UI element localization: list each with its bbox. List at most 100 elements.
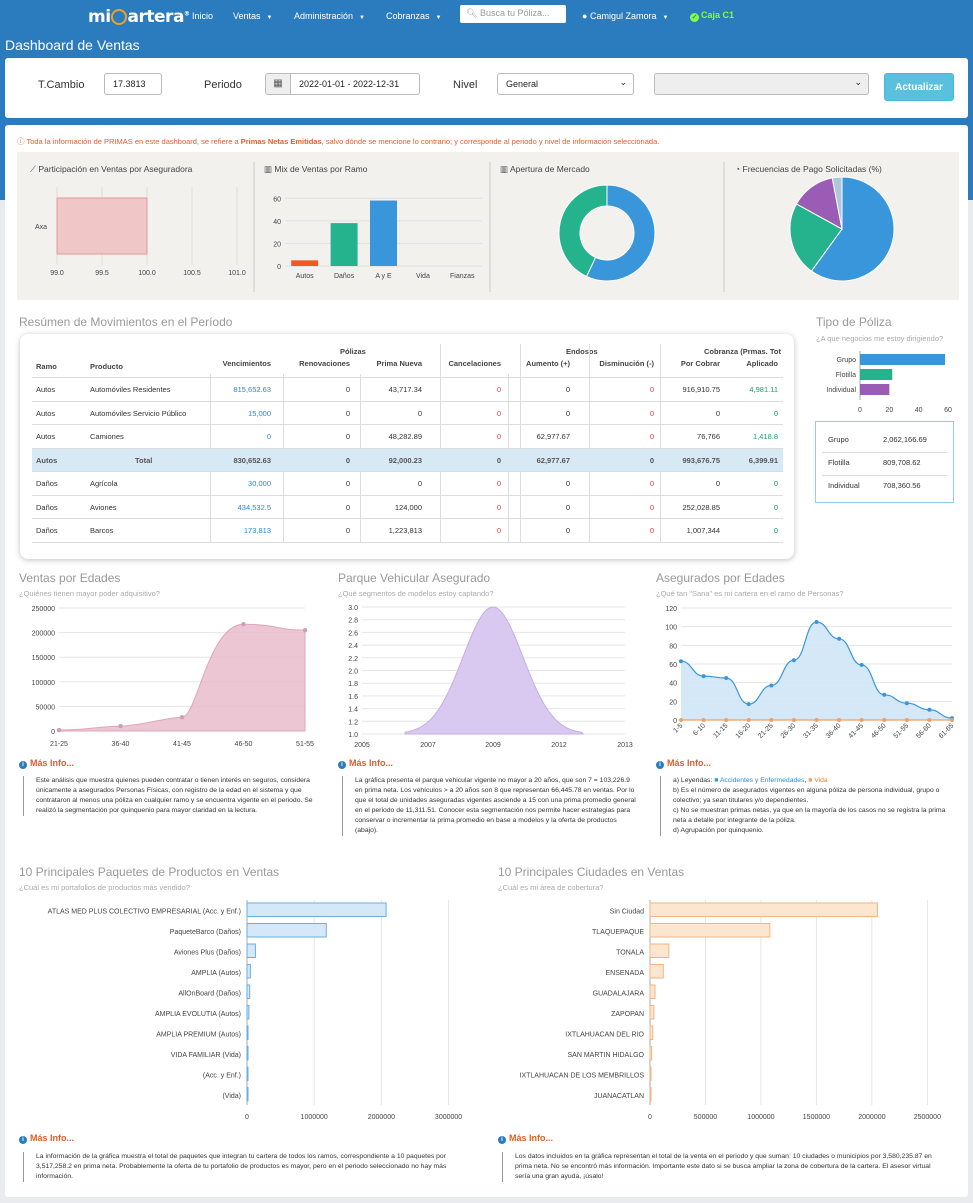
nav-cobranzas[interactable]: Cobranzas ▼ bbox=[386, 11, 442, 21]
column-header: Producto bbox=[90, 362, 123, 371]
table-cell: 0 bbox=[496, 408, 501, 418]
y-tick-label: Grupo bbox=[837, 357, 857, 364]
x-tick-label: 2000000 bbox=[858, 1114, 885, 1121]
apertura-title: ▥ Apertura de Mercado bbox=[500, 164, 590, 174]
x-tick-label: 100.0 bbox=[138, 270, 156, 277]
y-tick-label: TLAQUEPAQUE bbox=[592, 929, 644, 936]
tipo-summary-value: 708,360.56 bbox=[883, 481, 921, 490]
info-icon: i bbox=[498, 1136, 506, 1144]
nivel-select[interactable]: General ⌄ bbox=[497, 73, 634, 95]
nivel2-select[interactable]: ⌄ bbox=[654, 73, 869, 95]
tipo-summary-label: Flotilla bbox=[828, 458, 850, 467]
masinfo-edades[interactable]: i Más Info... bbox=[19, 758, 74, 769]
y-tick-label: Sin Ciudad bbox=[610, 908, 644, 915]
chevron-down-icon: ⌄ bbox=[854, 77, 862, 87]
tipo-poliza-subtitle: ¿A que negocios me estoy dirigiendo? bbox=[816, 334, 944, 343]
table-cell: Daños bbox=[36, 526, 58, 535]
y-tick-label: 50000 bbox=[36, 704, 56, 711]
bar-8 bbox=[246, 1066, 249, 1081]
table-cell: 993,676.75 bbox=[682, 455, 720, 465]
data-point bbox=[241, 622, 246, 627]
y-tick-label: 20 bbox=[669, 699, 677, 706]
tipo-summary-value: 809,708.62 bbox=[883, 458, 921, 467]
x-tick-label: 500000 bbox=[694, 1114, 717, 1121]
y-tick-label: 100000 bbox=[32, 680, 55, 687]
bar-1 bbox=[649, 923, 771, 938]
ciudades-title: 10 Principales Ciudades en Ventas bbox=[498, 865, 685, 879]
table-cell: 0 bbox=[496, 526, 501, 535]
info-icon: i bbox=[19, 1136, 27, 1144]
y-tick-label: (Acc. y Enf.) bbox=[203, 1072, 241, 1079]
table-cell: 0 bbox=[496, 479, 501, 488]
user-icon: ● bbox=[582, 11, 588, 21]
masinfo-paquetes[interactable]: i Más Info... bbox=[19, 1133, 74, 1144]
nav-administracion[interactable]: Administración ▼ bbox=[294, 11, 365, 21]
table-cell: 0 bbox=[649, 502, 654, 512]
x-tick-label: 40 bbox=[915, 407, 923, 414]
column-header: Cancelaciones bbox=[448, 359, 501, 368]
edades-chart: 0 50000 100000 150000 200000 250000 21-25 36-40… bbox=[32, 606, 314, 748]
table-cell: 0 bbox=[417, 408, 422, 418]
top-navbar: mi artera® Inicio Ventas ▼ Administración ▼… bbox=[0, 0, 973, 32]
table-cell: 62,977.67 bbox=[536, 455, 570, 465]
table-cell: 0 bbox=[715, 408, 720, 418]
bar-chart-icon: ▥ bbox=[500, 164, 509, 174]
update-button[interactable]: Actualizar bbox=[884, 73, 954, 101]
nivel-label: Nivel bbox=[453, 79, 478, 91]
table-cell: Agrícola bbox=[90, 479, 118, 488]
table-cell: 0 bbox=[496, 502, 501, 512]
data-point bbox=[701, 674, 706, 679]
brand-logo[interactable]: mi artera® bbox=[88, 7, 190, 27]
table-cell: Autos bbox=[36, 408, 56, 418]
info-ciudades: Los datos incluidos en la gráfica repres… bbox=[502, 1152, 942, 1182]
table-cell: 0 bbox=[345, 502, 350, 512]
check-icon: ✓ bbox=[690, 13, 699, 22]
user-menu[interactable]: ● Camigul Zamora ▼ bbox=[582, 11, 669, 21]
y-tick-label: IXTLAHUACAN DE LOS MEMBRILLOS bbox=[520, 1072, 645, 1079]
table-cell: 252,028.85 bbox=[682, 502, 720, 512]
caja-status[interactable]: ✓ Caja C1 bbox=[690, 10, 735, 22]
x-tick-label: 26-30 bbox=[780, 722, 798, 740]
x-tick-label: Fianzas bbox=[450, 273, 475, 280]
calendar-icon[interactable]: ▦ bbox=[265, 73, 291, 95]
search-input[interactable]: 🔍︎ Busca tu Póliza... bbox=[460, 5, 566, 23]
x-tick-label: 51-55 bbox=[296, 741, 314, 748]
bar-6 bbox=[649, 1025, 654, 1040]
y-tick-label: Individual bbox=[826, 387, 856, 394]
bar-4 bbox=[649, 984, 656, 999]
data-point-vida bbox=[701, 718, 706, 722]
x-tick-label: 2009 bbox=[485, 742, 501, 749]
y-tick-label: AllOnBoard (Daños) bbox=[178, 990, 241, 997]
table-cell: 916,910.75 bbox=[682, 385, 720, 394]
table-cell: 0 bbox=[649, 526, 654, 535]
bar-0 bbox=[649, 902, 878, 917]
x-tick-label: 46-50 bbox=[235, 741, 253, 748]
masinfo-asegurados[interactable]: i Más Info... bbox=[656, 758, 711, 769]
x-tick-label: 51-55 bbox=[893, 722, 911, 740]
table-cell: 0 bbox=[565, 479, 570, 488]
masinfo-ciudades[interactable]: i Más Info... bbox=[498, 1133, 553, 1144]
x-tick-label: 1000000 bbox=[301, 1114, 328, 1121]
data-point bbox=[859, 662, 864, 667]
table-cell: Automóviles Residentes bbox=[90, 385, 171, 394]
table-cell: 0 bbox=[266, 432, 271, 441]
y-tick-label: Aviones Plus (Daños) bbox=[174, 949, 241, 956]
nav-inicio[interactable]: Inicio bbox=[192, 11, 214, 21]
y-tick-label: 40 bbox=[273, 219, 281, 226]
tipo-poliza-summary: Grupo 2,062,166.69 Flotilla 809,708.62 Indiv… bbox=[815, 421, 954, 503]
table-cell: Automóviles Servicio Público bbox=[90, 408, 187, 418]
resumen-table: Pólizas Endosos Cobranza (Prmas. Tot Ramo Pr… bbox=[20, 334, 794, 559]
table-cell: 43,717.34 bbox=[388, 385, 422, 394]
bar-5 bbox=[649, 1005, 655, 1020]
nav-ventas[interactable]: Ventas ▼ bbox=[233, 11, 273, 21]
bar-3 bbox=[246, 964, 251, 979]
table-cell: 0 bbox=[345, 432, 350, 441]
data-point bbox=[118, 723, 123, 729]
tcambio-input[interactable]: 17.3813 bbox=[104, 73, 162, 95]
x-tick-label: 31-35 bbox=[802, 722, 820, 740]
masinfo-vehicular[interactable]: i Más Info... bbox=[338, 758, 393, 769]
group-header-cobranza: Cobranza (Prmas. Tot bbox=[704, 347, 781, 356]
periodo-input[interactable]: 2022-01-01 - 2022-12-31 bbox=[290, 73, 420, 95]
bar-2 bbox=[370, 200, 397, 266]
info-paquetes: La información de la gráfica muestra el … bbox=[23, 1152, 463, 1182]
